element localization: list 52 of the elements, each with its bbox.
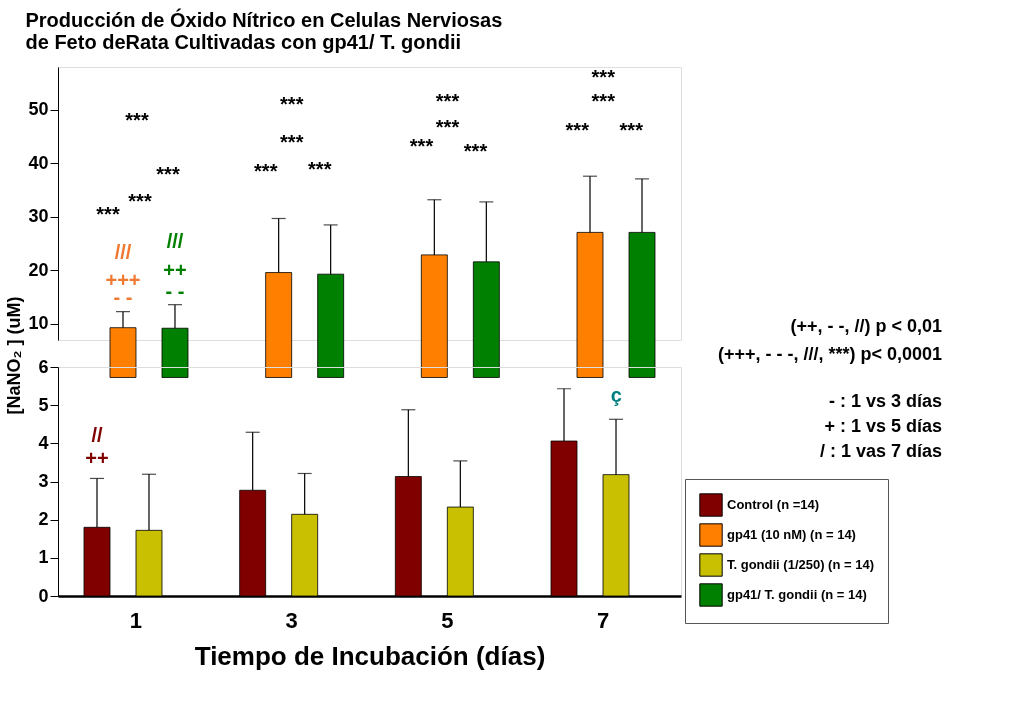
annotation: *** xyxy=(591,66,616,88)
annotation: ç xyxy=(610,384,622,406)
annotation: *** xyxy=(254,160,278,182)
text: / : 1 vas 7 días xyxy=(819,441,942,461)
y-tick-label: 0 xyxy=(38,585,49,606)
annotation: *** xyxy=(463,140,488,162)
annotation: *** xyxy=(619,119,644,141)
text: Producción de Óxido Nítrico en Celulas Nerviosas xyxy=(25,8,503,31)
legend-label: Control (n =14) xyxy=(727,497,820,512)
x-tick-label: 7 xyxy=(596,607,610,633)
annotation: - - xyxy=(165,280,185,302)
annotation: *** xyxy=(565,119,590,141)
annotation: ++ xyxy=(163,259,187,281)
annotation: // xyxy=(91,424,103,446)
text: - : 1 vs 3 días xyxy=(828,391,942,411)
y-tick-label: 5 xyxy=(38,394,49,415)
annotation: *** xyxy=(591,90,616,112)
y-tick-label: 30 xyxy=(28,206,49,227)
y-tick-label: 2 xyxy=(38,509,49,530)
y-tick-label: 6 xyxy=(38,356,49,377)
annotation: *** xyxy=(308,158,332,180)
annotation: *** xyxy=(409,135,434,157)
annotation: *** xyxy=(280,131,304,153)
annotation: ++ xyxy=(85,447,109,469)
y-tick-label: 50 xyxy=(28,99,49,120)
legend-label: T. gondii (1/250) (n = 14) xyxy=(727,557,874,572)
x-tick-label: 5 xyxy=(441,607,454,633)
annotation: *** xyxy=(156,163,180,185)
legend-label: gp41 (10 nM) (n = 14) xyxy=(727,527,856,542)
annotation: *** xyxy=(435,90,460,112)
annotation: *** xyxy=(128,190,152,212)
annotation: *** xyxy=(280,93,304,115)
annotation: /// xyxy=(114,241,132,263)
text: + : 1 vs 5 días xyxy=(824,416,942,436)
text: de Feto deRata Cultivadas con gp41/ T. gondii xyxy=(25,30,462,53)
text: (++, - -, //) p < 0,01 xyxy=(790,316,942,336)
y-tick-label: 3 xyxy=(38,471,49,491)
legend-label: gp41/ T. gondii (n = 14) xyxy=(727,587,867,602)
annotation: *** xyxy=(125,109,149,131)
x-axis-title: Tiempo de Incubación (días) xyxy=(194,640,546,671)
x-tick-label: 3 xyxy=(285,607,298,633)
y-tick-label: 20 xyxy=(28,259,49,280)
annotation: *** xyxy=(96,203,120,225)
y-tick-label: 1 xyxy=(38,547,49,568)
annotation: /// xyxy=(166,230,184,252)
y-tick-label: 10 xyxy=(28,313,49,334)
annotation: *** xyxy=(435,116,460,138)
y-axis-title: [NaNO₂ ] (uM) xyxy=(4,296,25,415)
x-tick-label: 1 xyxy=(129,607,143,633)
text: (+++, - - -, ///, ***) p< 0,0001 xyxy=(717,344,942,364)
y-tick-label: 40 xyxy=(28,152,49,173)
y-tick-label: 4 xyxy=(38,432,49,453)
